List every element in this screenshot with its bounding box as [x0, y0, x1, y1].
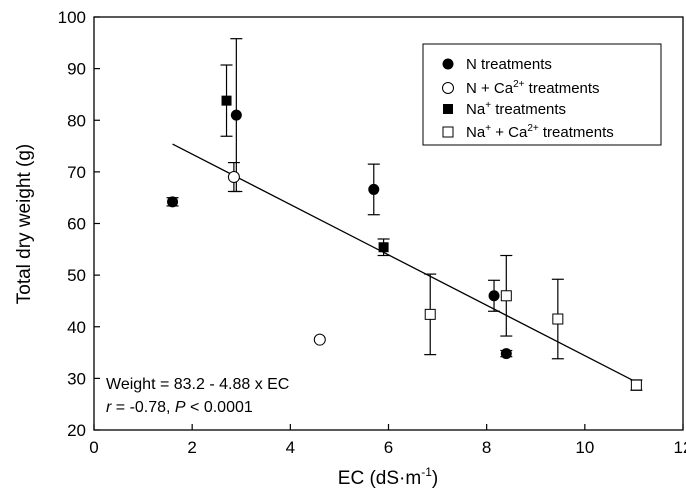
- y-tick-label: 70: [67, 163, 86, 182]
- data-point-n-ca: [227, 171, 240, 184]
- data-point-n: [167, 196, 179, 208]
- stats-r-value: = -0.78,: [111, 399, 175, 416]
- legend-label-na-ca-sup2: 2+: [527, 123, 539, 134]
- legend-marker-n: [442, 58, 454, 70]
- data-point-na-ca: [500, 290, 512, 302]
- y-axis-title: Total dry weight (g): [14, 144, 35, 305]
- x-axis-title: EC (dS·m-1): [338, 465, 438, 489]
- legend-marker-n-ca: [442, 82, 454, 94]
- data-point-na: [378, 242, 389, 253]
- legend-box: [422, 43, 662, 146]
- legend-marker-na: [443, 104, 453, 114]
- legend-label-n-ca-main: N + Ca: [466, 80, 514, 97]
- data-point-n: [488, 290, 500, 302]
- y-tick-label: 100: [58, 8, 86, 27]
- x-tick-label: 4: [286, 438, 295, 457]
- stats-r-symbol: r: [106, 399, 112, 416]
- legend-label-na-ca-sup: +: [485, 123, 491, 134]
- legend-label-na-ca-main: Na: [466, 124, 486, 141]
- x-axis-title-main: EC (dS·m: [338, 468, 421, 489]
- x-tick-label: 2: [187, 438, 196, 457]
- data-point-n: [500, 348, 512, 360]
- legend-label-n-ca-tail: treatments: [525, 80, 600, 97]
- legend-label-n-ca-sup: 2+: [513, 79, 525, 90]
- x-tick-label: 8: [482, 438, 491, 457]
- legend: N treatments N + Ca2+ treatments Na+ tre…: [422, 43, 662, 146]
- x-axis-title-sup: -1: [421, 465, 432, 479]
- regression-stats: r = -0.78, P < 0.0001: [106, 399, 253, 416]
- x-tick-label: 6: [384, 438, 393, 457]
- legend-label-na-tail: treatments: [491, 101, 566, 118]
- data-point-n-ca: [313, 333, 326, 346]
- x-axis-ticks: 0 2 4 6 8 10 12: [89, 424, 686, 457]
- legend-label-na-ca: Na+ + Ca2+ treatments: [466, 123, 614, 141]
- data-point-na: [221, 95, 232, 106]
- x-axis-title-tail: ): [432, 468, 438, 489]
- y-tick-label: 40: [67, 318, 86, 337]
- data-point-na-ca: [552, 313, 564, 325]
- legend-label-n-ca: N + Ca2+ treatments: [466, 79, 600, 97]
- legend-label-na-ca-mid: + Ca: [491, 124, 528, 141]
- y-tick-label: 50: [67, 266, 86, 285]
- y-axis-ticks: 20 30 40 50 60 70 80 90 100: [58, 8, 100, 440]
- legend-label-na-ca-tail: treatments: [539, 124, 614, 141]
- y-tick-label: 60: [67, 215, 86, 234]
- regression-equation: Weight = 83.2 - 4.88 x EC: [106, 376, 289, 393]
- regression-line: [172, 143, 640, 384]
- markers-group: [167, 95, 642, 391]
- x-tick-label: 0: [89, 438, 98, 457]
- stats-p-symbol: P: [175, 399, 186, 416]
- legend-label-na-sup: +: [485, 100, 491, 111]
- x-tick-label: 10: [575, 438, 594, 457]
- legend-label-na-main: Na: [466, 101, 486, 118]
- data-point-na-ca: [424, 308, 436, 320]
- y-tick-label: 80: [67, 111, 86, 130]
- data-point-na-ca: [630, 379, 642, 391]
- stats-p-value: < 0.0001: [186, 399, 253, 416]
- legend-label-na: Na+ treatments: [466, 100, 566, 118]
- regression-line-group: [172, 143, 640, 384]
- y-tick-label: 20: [67, 421, 86, 440]
- legend-marker-na-ca: [442, 126, 454, 138]
- data-point-n: [230, 109, 242, 121]
- x-tick-label: 12: [674, 438, 686, 457]
- y-tick-label: 30: [67, 369, 86, 388]
- y-tick-label: 90: [67, 60, 86, 79]
- legend-label-n: N treatments: [466, 56, 552, 73]
- data-point-n: [368, 183, 380, 195]
